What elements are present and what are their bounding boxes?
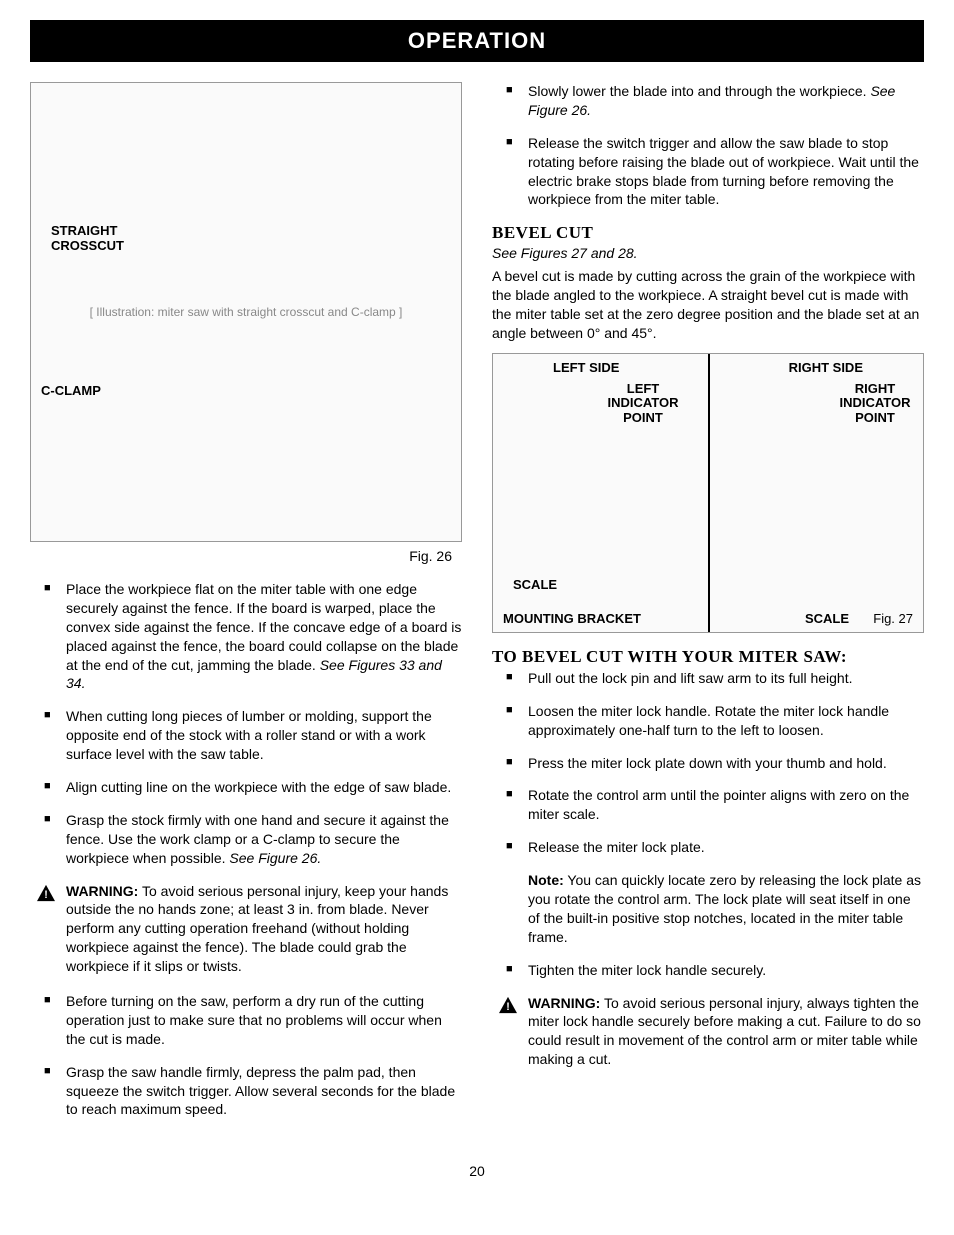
left-column: STRAIGHT CROSSCUT C-CLAMP [ Illustration…	[30, 82, 462, 1133]
list-item: Pull out the lock pin and lift saw arm t…	[492, 669, 924, 688]
bullet-text: Release the miter lock plate.	[528, 839, 705, 855]
list-item: Rotate the control arm until the pointer…	[492, 786, 924, 824]
figure-27: LEFT SIDE RIGHT SIDE LEFT INDICATOR POIN…	[492, 353, 924, 633]
to-bevel-bullets-2: Tighten the miter lock handle securely.	[492, 961, 924, 980]
warning-left: ! WARNING: To avoid serious personal inj…	[30, 882, 462, 976]
fig27-right-ind: RIGHT INDICATOR POINT	[835, 382, 915, 425]
fig27-scale-left: SCALE	[513, 577, 557, 592]
bullet-text: Rotate the control arm until the pointer…	[528, 787, 909, 822]
warning-body: WARNING: To avoid serious personal injur…	[528, 994, 924, 1070]
bullet-text: Slowly lower the blade into and through …	[528, 83, 867, 99]
bullet-text: Pull out the lock pin and lift saw arm t…	[528, 670, 853, 686]
bullet-text: Before turning on the saw, perform a dry…	[66, 993, 442, 1047]
note-label: Note:	[528, 872, 564, 888]
fig26-label-crosscut: STRAIGHT CROSSCUT	[51, 223, 141, 253]
to-bevel-heading: TO BEVEL CUT WITH YOUR MITER SAW:	[492, 647, 924, 667]
figure-26: STRAIGHT CROSSCUT C-CLAMP [ Illustration…	[30, 82, 462, 542]
list-item: When cutting long pieces of lumber or mo…	[30, 707, 462, 764]
bullet-tail: See Figure 26.	[229, 850, 321, 866]
figure-27-caption: Fig. 27	[873, 611, 913, 626]
warning-icon: !	[498, 996, 518, 1014]
section-header: OPERATION	[30, 20, 924, 62]
bullet-text: Release the switch trigger and allow the…	[528, 135, 919, 208]
note-block: Note: You can quickly locate zero by rel…	[492, 871, 924, 947]
right-top-bullets: Slowly lower the blade into and through …	[492, 82, 924, 209]
fig26-label-cclamp: C-CLAMP	[41, 383, 101, 398]
figure-placeholder-text: [ Illustration: miter saw with straight …	[90, 305, 403, 319]
bullet-text: Grasp the saw handle firmly, depress the…	[66, 1064, 455, 1118]
list-item: Loosen the miter lock handle. Rotate the…	[492, 702, 924, 740]
svg-text:!: !	[506, 1001, 510, 1013]
list-item: Align cutting line on the workpiece with…	[30, 778, 462, 797]
list-item: Tighten the miter lock handle securely.	[492, 961, 924, 980]
two-column-layout: STRAIGHT CROSSCUT C-CLAMP [ Illustration…	[30, 82, 924, 1133]
bevel-cut-paragraph: A bevel cut is made by cutting across th…	[492, 267, 924, 343]
warning-label: WARNING:	[66, 883, 138, 899]
page-number: 20	[30, 1163, 924, 1179]
list-item: Slowly lower the blade into and through …	[492, 82, 924, 120]
fig27-right-side: RIGHT SIDE	[789, 360, 863, 375]
list-item: Grasp the saw handle firmly, depress the…	[30, 1063, 462, 1120]
fig27-left-side: LEFT SIDE	[553, 360, 619, 375]
list-item: Release the miter lock plate.	[492, 838, 924, 857]
figure-26-caption: Fig. 26	[30, 548, 452, 564]
bullet-text: Align cutting line on the workpiece with…	[66, 779, 451, 795]
list-item: Before turning on the saw, perform a dry…	[30, 992, 462, 1049]
bevel-cut-heading: BEVEL CUT	[492, 223, 924, 243]
fig27-scale-right: SCALE	[805, 611, 849, 626]
warning-icon: !	[36, 884, 56, 902]
left-bullet-list-2: Before turning on the saw, perform a dry…	[30, 992, 462, 1119]
list-item: Grasp the stock firmly with one hand and…	[30, 811, 462, 868]
warning-label: WARNING:	[528, 995, 600, 1011]
list-item: Release the switch trigger and allow the…	[492, 134, 924, 210]
list-item: Place the workpiece flat on the miter ta…	[30, 580, 462, 693]
warning-body: WARNING: To avoid serious personal injur…	[66, 882, 462, 976]
warning-right: ! WARNING: To avoid serious personal inj…	[492, 994, 924, 1070]
fig27-left-ind: LEFT INDICATOR POINT	[603, 382, 683, 425]
bullet-text: Tighten the miter lock handle securely.	[528, 962, 766, 978]
left-bullet-list-1: Place the workpiece flat on the miter ta…	[30, 580, 462, 868]
figure-divider	[708, 354, 710, 632]
list-item: Press the miter lock plate down with you…	[492, 754, 924, 773]
svg-text:!: !	[44, 888, 48, 900]
to-bevel-bullets: Pull out the lock pin and lift saw arm t…	[492, 669, 924, 857]
bullet-text: When cutting long pieces of lumber or mo…	[66, 708, 432, 762]
bevel-cut-subref: See Figures 27 and 28.	[492, 245, 924, 261]
bullet-text: Press the miter lock plate down with you…	[528, 755, 887, 771]
fig27-mounting: MOUNTING BRACKET	[503, 611, 641, 626]
right-column: Slowly lower the blade into and through …	[492, 82, 924, 1133]
note-text: You can quickly locate zero by releasing…	[528, 872, 921, 945]
bullet-text: Loosen the miter lock handle. Rotate the…	[528, 703, 889, 738]
